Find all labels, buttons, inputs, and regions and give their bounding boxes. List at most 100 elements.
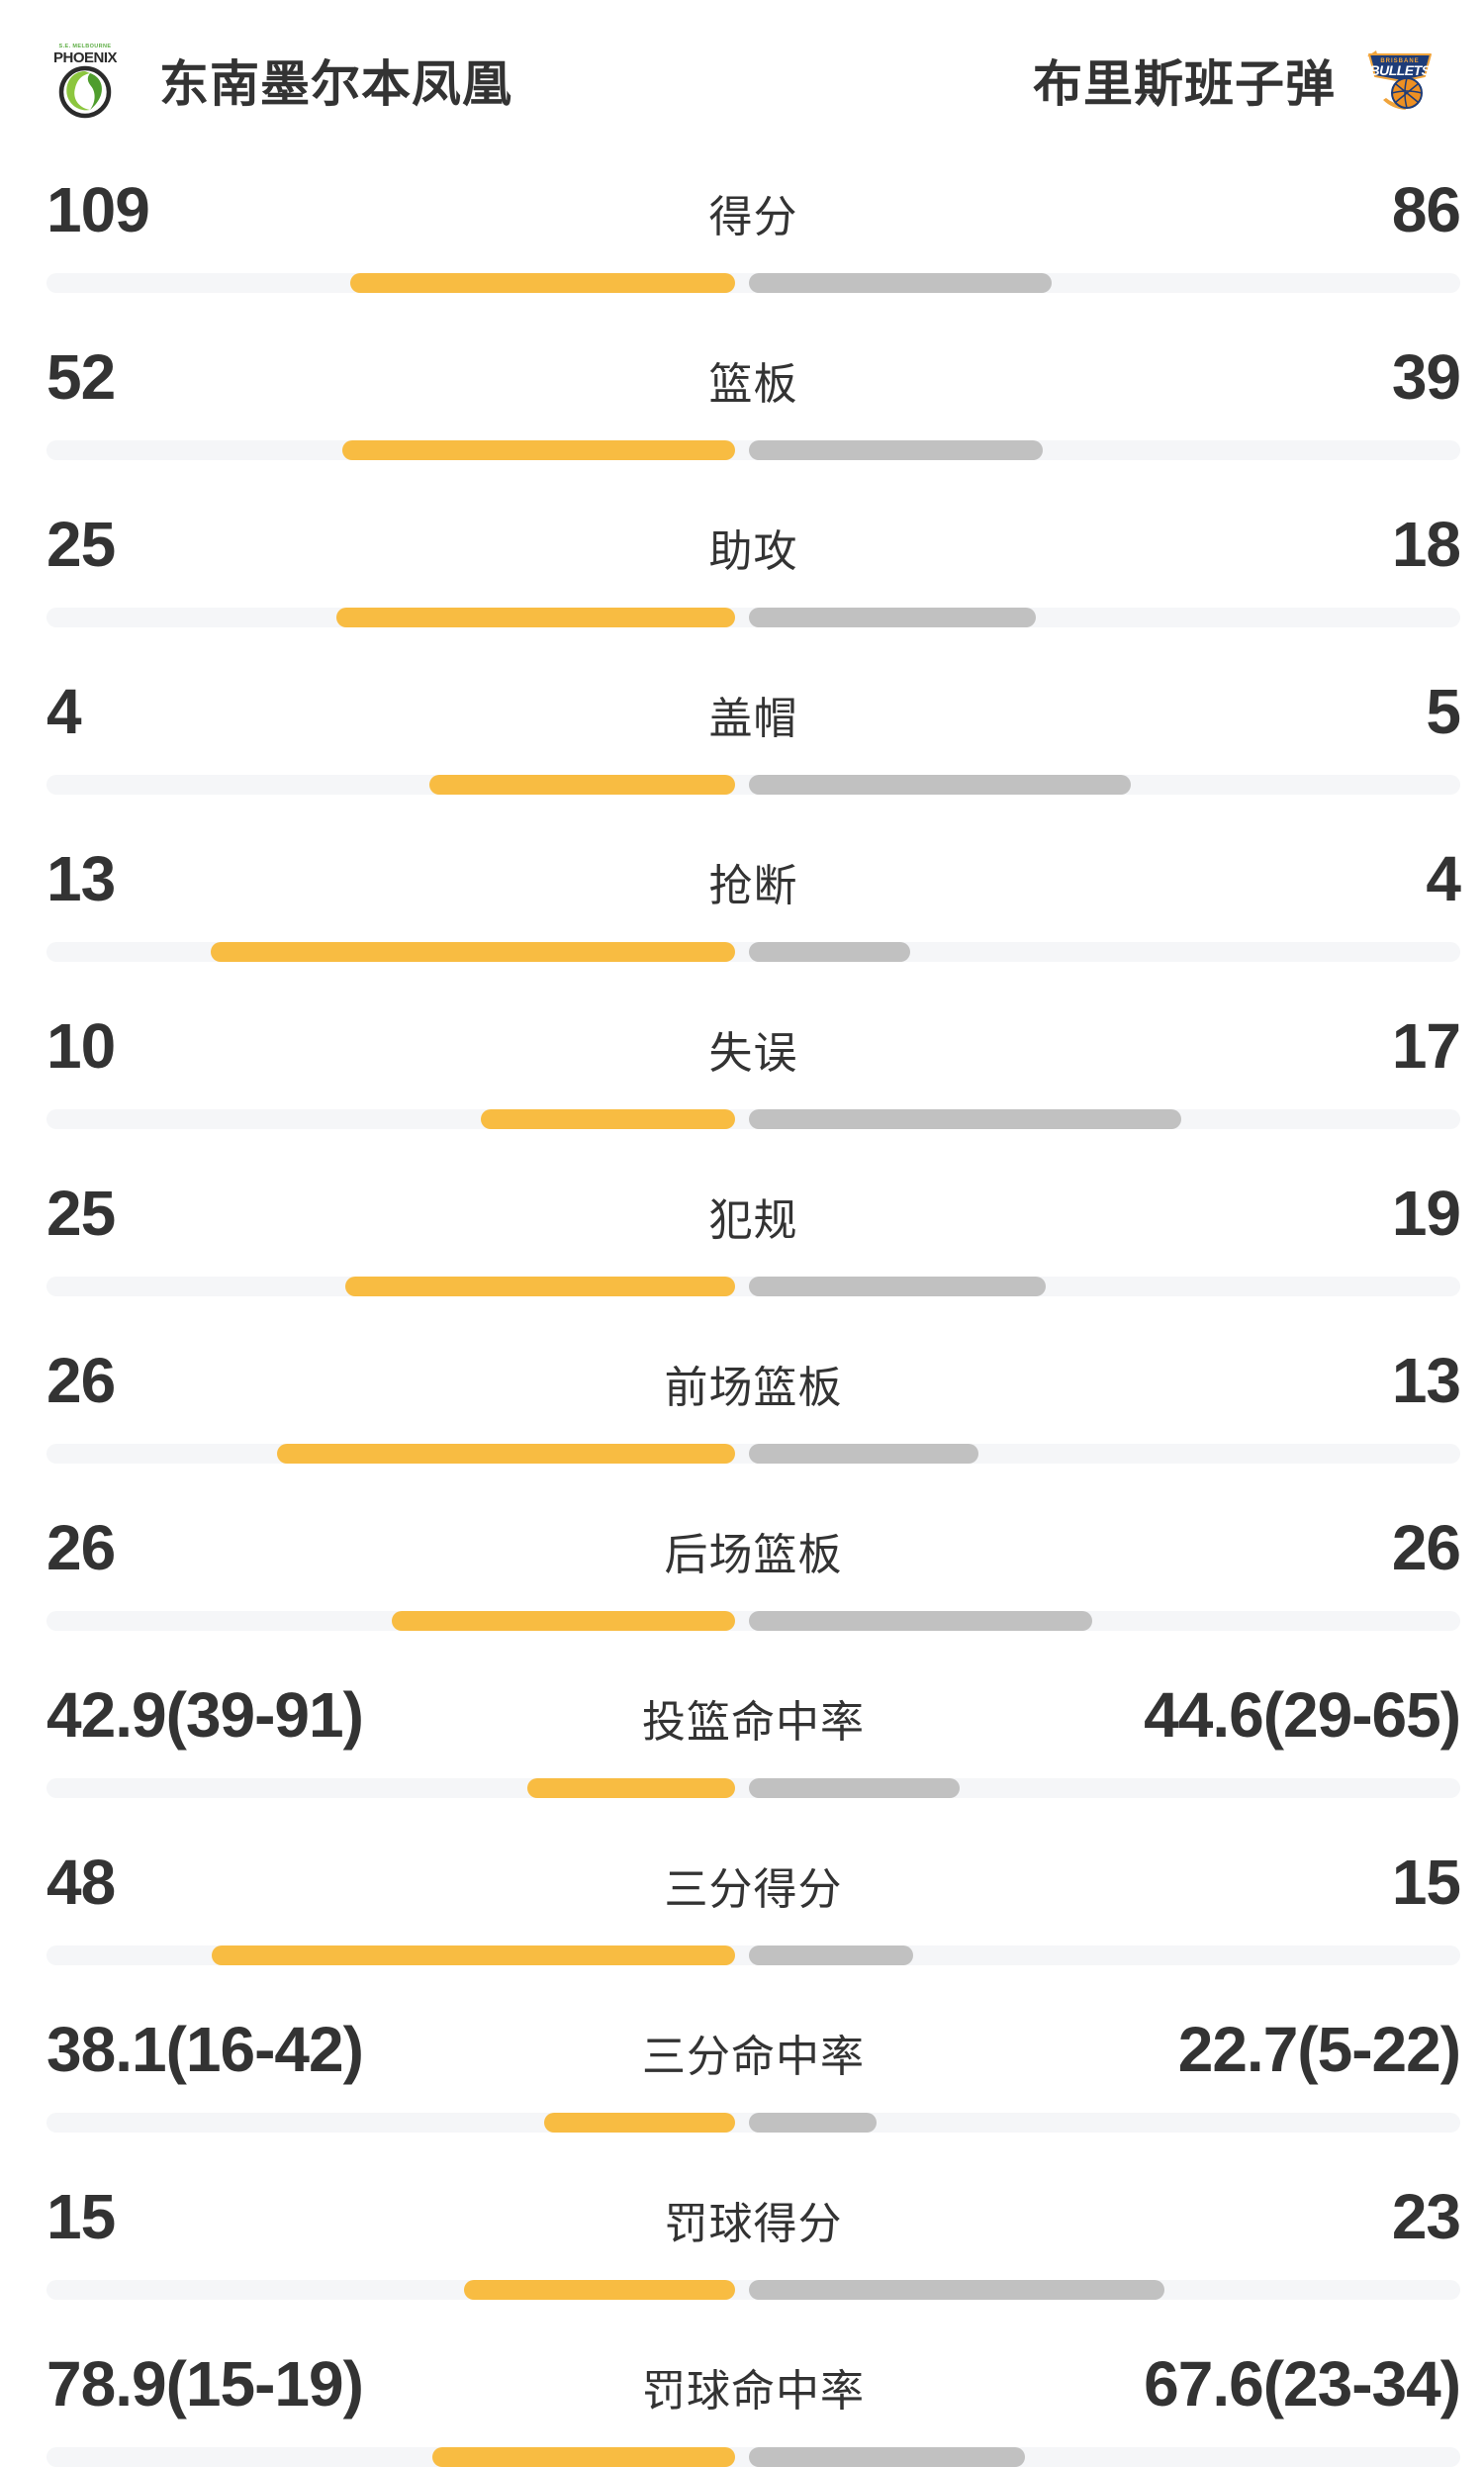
stat-bar-track <box>46 1109 1460 1129</box>
stat-row: 25 助攻 18 <box>46 509 1461 627</box>
away-stat-bar <box>749 1109 1182 1129</box>
home-stat-value: 42.9(39-91) <box>46 1679 364 1751</box>
away-stat-value: 5 <box>1426 676 1461 747</box>
stat-bar-track <box>46 1444 1460 1464</box>
bullets-logo-city-text: BRISBANE <box>1380 58 1419 64</box>
stat-text-line: 48 三分得分 15 <box>46 1847 1461 1926</box>
home-stat-value: 13 <box>46 843 116 914</box>
stat-text-line: 42.9(39-91) 投篮命中率 44.6(29-65) <box>46 1679 1461 1758</box>
stat-text-line: 78.9(15-19) 罚球命中率 67.6(23-34) <box>46 2348 1461 2427</box>
home-stat-bar <box>344 1277 735 1296</box>
stat-bar-track <box>46 2280 1460 2300</box>
stat-label: 三分命中率 <box>642 2033 865 2081</box>
stat-row: 26 前场篮板 13 <box>46 1345 1461 1464</box>
stat-bar-track <box>46 1945 1460 1965</box>
away-stat-value: 15 <box>1391 1847 1461 1918</box>
away-stat-bar <box>749 2113 877 2133</box>
stat-label: 犯规 <box>708 1196 798 1245</box>
home-stat-bar <box>210 942 735 962</box>
bullets-team-logo-icon: BRISBANE BULLETS <box>1367 50 1432 110</box>
stat-text-line: 26 前场篮板 13 <box>46 1345 1461 1424</box>
stat-text-line: 4 盖帽 5 <box>46 676 1461 755</box>
bullets-logo-wordmark: BULLETS <box>1369 62 1431 78</box>
away-stat-bar <box>749 2280 1165 2300</box>
stat-row: 15 罚球得分 23 <box>46 2181 1461 2300</box>
stat-bar-track <box>46 2447 1460 2467</box>
stat-text-line: 10 失误 17 <box>46 1010 1461 1090</box>
stat-row: 48 三分得分 15 <box>46 1847 1461 1965</box>
home-stat-bar <box>480 1109 735 1129</box>
stat-row: 26 后场篮板 26 <box>46 1512 1461 1631</box>
home-stat-bar <box>429 775 735 795</box>
home-stat-value: 52 <box>46 341 116 413</box>
phoenix-logo-league-text: S.E. MELBOURNE <box>59 44 112 49</box>
away-stat-bar <box>749 608 1037 627</box>
stat-label: 盖帽 <box>708 695 798 743</box>
away-stat-value: 4 <box>1426 843 1461 914</box>
home-stat-bar <box>341 440 735 460</box>
stat-row: 4 盖帽 5 <box>46 676 1461 795</box>
stat-label: 后场篮板 <box>664 1531 843 1579</box>
phoenix-wing-shape <box>66 71 90 111</box>
home-stat-value: 10 <box>46 1010 116 1082</box>
home-stat-value: 25 <box>46 509 116 580</box>
home-stat-value: 4 <box>46 676 82 747</box>
home-stat-bar <box>276 1444 735 1464</box>
stat-bar-track <box>46 608 1460 627</box>
phoenix-logo-wordmark: PHOENIX <box>53 49 118 66</box>
stat-bar-track <box>46 440 1460 460</box>
home-stat-value: 25 <box>46 1178 116 1249</box>
away-stat-value: 13 <box>1391 1345 1461 1416</box>
stat-bar-track <box>46 775 1460 795</box>
home-stat-bar <box>350 273 735 293</box>
home-stat-bar <box>544 2113 735 2133</box>
away-stat-bar <box>749 273 1052 293</box>
stat-bar-track <box>46 273 1460 293</box>
phoenix-wing-shadow-shape <box>87 73 102 110</box>
away-stat-bar <box>749 1444 978 1464</box>
away-team-name: 布里斯班子弹 <box>1033 56 1336 112</box>
away-stat-bar <box>749 1611 1093 1631</box>
stat-text-line: 38.1(16-42) 三分命中率 22.7(5-22) <box>46 2014 1461 2093</box>
stat-label: 罚球得分 <box>664 2200 843 2248</box>
away-stat-value: 22.7(5-22) <box>1177 2014 1461 2085</box>
stat-bar-track <box>46 942 1460 962</box>
stat-label: 前场篮板 <box>664 1364 843 1412</box>
home-stat-value: 38.1(16-42) <box>46 2014 364 2085</box>
stat-label: 抢断 <box>708 862 798 910</box>
away-stat-value: 86 <box>1391 174 1461 245</box>
away-stat-value: 67.6(23-34) <box>1144 2348 1461 2420</box>
home-stat-bar <box>335 608 735 627</box>
stat-bar-track <box>46 1778 1460 1798</box>
stat-row: 109 得分 86 <box>46 174 1461 293</box>
stat-text-line: 25 犯规 19 <box>46 1178 1461 1257</box>
home-stat-value: 109 <box>46 174 150 245</box>
away-stat-value: 26 <box>1391 1512 1461 1583</box>
stat-label: 三分得分 <box>664 1865 843 1914</box>
home-stat-bar <box>463 2280 735 2300</box>
stat-text-line: 26 后场篮板 26 <box>46 1512 1461 1591</box>
home-stat-bar <box>212 1945 735 1965</box>
stat-row: 42.9(39-91) 投篮命中率 44.6(29-65) <box>46 1679 1461 1798</box>
home-stat-bar <box>432 2447 735 2467</box>
stat-row: 13 抢断 4 <box>46 843 1461 962</box>
stat-bar-track <box>46 1611 1460 1631</box>
stat-label: 失误 <box>708 1029 798 1078</box>
home-team-name: 东南墨尔本凤凰 <box>159 56 512 112</box>
away-stat-bar <box>749 775 1132 795</box>
stat-label: 得分 <box>708 193 798 241</box>
phoenix-flame-shape <box>79 80 90 102</box>
away-stat-bar <box>749 1945 913 1965</box>
stat-row: 52 篮板 39 <box>46 341 1461 460</box>
stat-label: 篮板 <box>708 360 798 409</box>
stat-text-line: 25 助攻 18 <box>46 509 1461 588</box>
match-header: S.E. MELBOURNE PHOENIX 东南墨尔本凤凰 布里斯班子弹 BR… <box>0 40 1484 121</box>
away-stat-value: 19 <box>1391 1178 1461 1249</box>
stats-list: 109 得分 86 52 篮板 39 25 助攻 18 <box>0 174 1484 2467</box>
stat-row: 38.1(16-42) 三分命中率 22.7(5-22) <box>46 2014 1461 2133</box>
away-stat-value: 23 <box>1391 2181 1461 2252</box>
stat-row: 78.9(15-19) 罚球命中率 67.6(23-34) <box>46 2348 1461 2467</box>
away-stat-bar <box>749 942 911 962</box>
stat-label: 投篮命中率 <box>642 1698 865 1747</box>
away-stat-bar <box>749 1778 961 1798</box>
